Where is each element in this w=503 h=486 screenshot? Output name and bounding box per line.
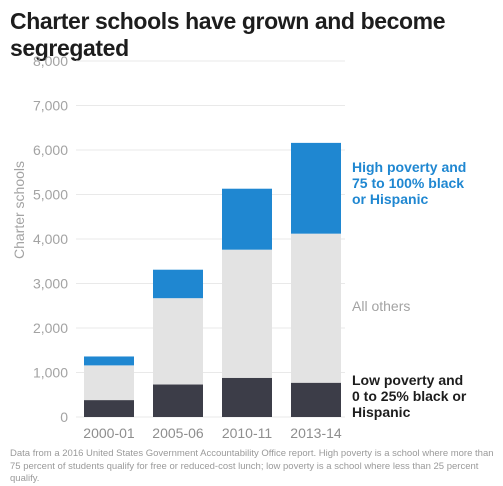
bar-segment-low-poverty <box>222 377 272 417</box>
legend-label-high-poverty: High poverty and 75 to 100% black or Hispa… <box>352 159 466 207</box>
y-tick-label: 2,000 <box>33 320 68 336</box>
source-note: Data from a 2016 United States Governmen… <box>10 448 494 484</box>
y-tick-label: 8,000 <box>33 53 68 69</box>
y-tick-label: 0 <box>60 409 68 425</box>
bar-segment-low-poverty <box>84 400 134 417</box>
stacked-bar-chart: 0 1,000 2,000 3,000 4,000 5,000 6,000 7,000 8,00… <box>11 53 467 441</box>
x-tick-label: 2010-11 <box>222 425 273 441</box>
y-tick-label: 5,000 <box>33 187 68 203</box>
bar-segment-high-poverty <box>291 142 341 234</box>
x-axis-ticks: 2000-01 2005-06 2010-11 2013-14 <box>83 425 342 441</box>
legend-label-all-others: All others <box>352 298 410 314</box>
y-tick-label: 7,000 <box>33 98 68 114</box>
bar-segment-all-others <box>222 249 272 378</box>
bar-segment-high-poverty <box>222 188 272 250</box>
y-tick-label: 6,000 <box>33 142 68 158</box>
bar-segment-high-poverty <box>84 356 134 366</box>
legend: Low poverty and 0 to 25% black or Hispanic… <box>352 159 467 420</box>
x-tick-label: 2000-01 <box>83 425 135 441</box>
bar-segment-high-poverty <box>153 269 203 299</box>
y-axis-label: Charter schools <box>11 161 27 259</box>
x-tick-label: 2005-06 <box>152 425 204 441</box>
bar-segment-all-others <box>153 298 203 385</box>
y-tick-label: 4,000 <box>33 231 68 247</box>
y-tick-label: 1,000 <box>33 365 68 381</box>
y-axis-ticks: 0 1,000 2,000 3,000 4,000 5,000 6,000 7,000 8,00… <box>33 53 68 425</box>
bar-segment-all-others <box>84 365 134 401</box>
x-tick-label: 2013-14 <box>290 425 342 441</box>
y-tick-label: 3,000 <box>33 276 68 292</box>
legend-label-low-poverty: Low poverty and 0 to 25% black or Hispanic <box>352 372 467 420</box>
bar-segment-all-others <box>291 233 341 383</box>
bar-segment-low-poverty <box>153 384 203 417</box>
bars <box>84 142 341 417</box>
bar-segment-low-poverty <box>291 382 341 417</box>
chart-title: Charter schools have grown and become se… <box>10 8 446 61</box>
